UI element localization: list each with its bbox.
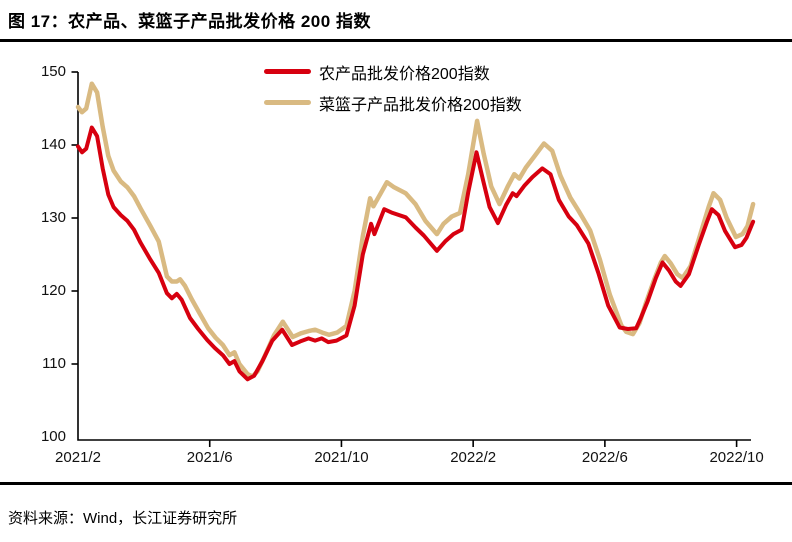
- y-axis-tick-label: 100: [40, 428, 66, 445]
- x-axis-tick-label: 2021/2: [55, 449, 101, 466]
- chart-legend: 农产品批发价格200指数 菜篮子产品批发价格200指数: [264, 56, 522, 118]
- legend-line-swatch-tan: [264, 100, 311, 105]
- y-axis-tick-label: 140: [40, 136, 66, 153]
- x-axis-tick-label: 2022/2: [450, 449, 497, 466]
- legend-item-basket-index: 菜篮子产品批发价格200指数: [264, 87, 522, 118]
- x-axis-tick-label: 2021/10: [314, 449, 369, 466]
- legend-label: 农产品批发价格200指数: [319, 65, 490, 83]
- y-axis-tick-label: 130: [40, 209, 66, 226]
- y-axis-tick-label: 150: [40, 63, 66, 80]
- series-line: [76, 125, 756, 382]
- y-axis-tick-label: 120: [40, 282, 66, 299]
- x-axis-tick-label: 2021/6: [186, 449, 233, 466]
- x-axis-tick-label: 2022/10: [709, 449, 764, 466]
- source-note: 资料来源：Wind，长江证券研究所: [8, 510, 238, 527]
- figure-title: 图 17：农产品、菜篮子产品批发价格 200 指数: [8, 12, 371, 31]
- legend-label: 菜篮子产品批发价格200指数: [319, 96, 522, 114]
- legend-item-agri-index: 农产品批发价格200指数: [264, 56, 522, 87]
- footer-divider: [0, 482, 792, 485]
- title-underline: [0, 39, 792, 42]
- x-axis-tick-label: 2022/6: [581, 449, 628, 466]
- y-axis-tick-label: 110: [42, 355, 66, 372]
- legend-line-swatch-red: [264, 69, 311, 74]
- axis-lines: [77, 72, 751, 441]
